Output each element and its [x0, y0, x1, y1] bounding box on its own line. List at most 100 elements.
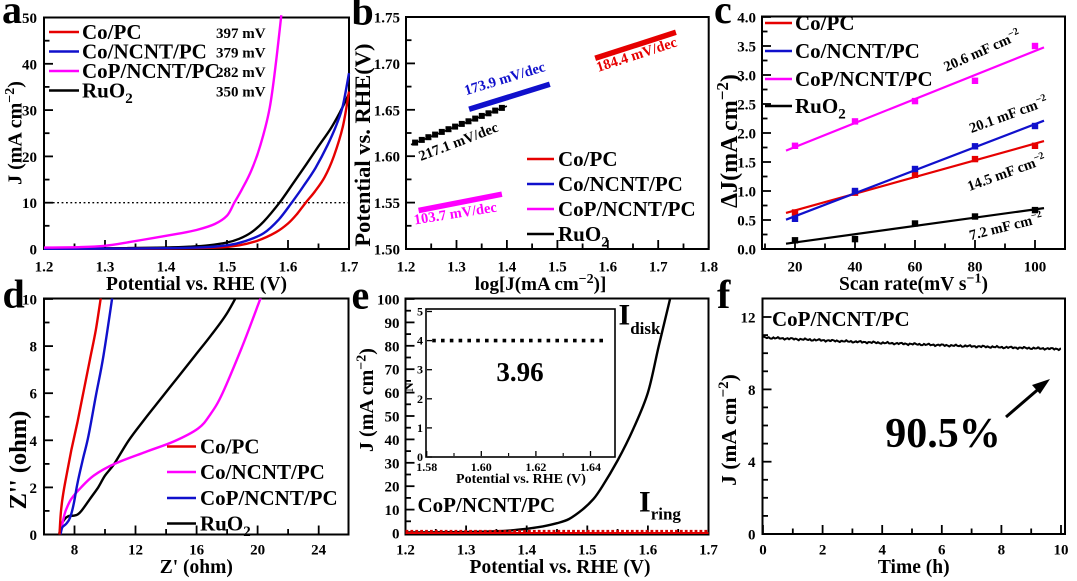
svg-text:8: 8	[998, 543, 1006, 559]
svg-text:80: 80	[968, 260, 983, 276]
svg-text:0: 0	[759, 543, 767, 559]
svg-text:f: f	[717, 272, 731, 317]
svg-text:3.0: 3.0	[737, 69, 756, 85]
svg-text:RuO2: RuO2	[200, 512, 251, 541]
svg-text:1.3: 1.3	[96, 260, 115, 276]
svg-text:6: 6	[30, 387, 38, 403]
svg-text:1.4: 1.4	[157, 260, 176, 276]
svg-text:4: 4	[30, 434, 38, 450]
svg-text:20: 20	[250, 543, 265, 559]
svg-text:Potential vs. RHE (V): Potential vs. RHE (V)	[456, 472, 586, 487]
svg-text:8: 8	[748, 383, 756, 399]
svg-text:1.65: 1.65	[374, 103, 400, 119]
svg-text:4.0: 4.0	[737, 11, 756, 27]
svg-text:30: 30	[385, 456, 400, 472]
svg-text:J (mA cm−2): J (mA cm−2)	[716, 374, 741, 486]
svg-text:5: 5	[417, 305, 423, 319]
svg-text:1.7: 1.7	[649, 260, 668, 276]
svg-text:397 mV: 397 mV	[216, 26, 266, 42]
svg-text:3.96: 3.96	[496, 357, 543, 387]
svg-text:1: 1	[417, 421, 423, 435]
svg-text:0: 0	[30, 528, 38, 544]
svg-text:c: c	[714, 0, 732, 32]
svg-text:40: 40	[848, 260, 863, 276]
svg-text:J (mA cm−2): J (mA cm−2)	[354, 348, 378, 452]
svg-text:b: b	[352, 0, 374, 34]
svg-text:Potential vs. RHE (V): Potential vs. RHE (V)	[106, 274, 287, 295]
svg-text:379 mV: 379 mV	[216, 46, 266, 62]
svg-text:1.4: 1.4	[498, 260, 517, 276]
svg-text:CoP/NCNT/PC: CoP/NCNT/PC	[772, 307, 910, 331]
svg-text:Co/NCNT/PC: Co/NCNT/PC	[82, 40, 207, 64]
svg-text:90.5%: 90.5%	[885, 411, 1001, 457]
svg-text:1.50: 1.50	[374, 243, 400, 259]
svg-text:1.2: 1.2	[35, 260, 54, 276]
svg-text:350 mV: 350 mV	[216, 85, 266, 101]
svg-text:1.2: 1.2	[396, 543, 415, 559]
svg-text:1.64: 1.64	[580, 460, 601, 474]
svg-text:CoP/NCNT/PC: CoP/NCNT/PC	[795, 67, 933, 91]
svg-text:40: 40	[385, 433, 400, 449]
svg-text:1.7: 1.7	[340, 260, 359, 276]
svg-text:0.5: 0.5	[737, 214, 756, 230]
svg-text:0: 0	[417, 450, 423, 464]
svg-text:Co/PC: Co/PC	[795, 11, 855, 35]
svg-text:Potential vs. RHE (V): Potential vs. RHE (V)	[470, 557, 651, 578]
svg-text:10: 10	[385, 503, 400, 519]
svg-text:6: 6	[938, 543, 946, 559]
svg-text:4: 4	[748, 455, 756, 471]
svg-text:1.60: 1.60	[374, 150, 400, 166]
svg-text:100: 100	[377, 293, 400, 309]
svg-text:20: 20	[788, 260, 803, 276]
svg-text:Time (h): Time (h)	[878, 557, 950, 578]
svg-text:4: 4	[878, 543, 886, 559]
svg-text:1.2: 1.2	[397, 260, 416, 276]
svg-text:2.5: 2.5	[737, 98, 756, 114]
svg-text:1.5: 1.5	[737, 156, 756, 172]
svg-text:1.5: 1.5	[578, 543, 597, 559]
svg-text:40: 40	[22, 57, 37, 73]
svg-text:CoP/NCNT/PC: CoP/NCNT/PC	[82, 59, 220, 83]
svg-text:e: e	[352, 273, 370, 318]
svg-text:0: 0	[30, 243, 38, 259]
svg-text:20: 20	[385, 480, 400, 496]
svg-text:1.3: 1.3	[447, 260, 466, 276]
svg-text:3.5: 3.5	[737, 40, 756, 56]
svg-text:1.7: 1.7	[699, 543, 718, 559]
svg-text:20: 20	[22, 150, 37, 166]
svg-text:Potential vs. RHE(V): Potential vs. RHE(V)	[350, 43, 375, 246]
svg-text:100: 100	[1024, 260, 1047, 276]
svg-text:1.5: 1.5	[548, 260, 567, 276]
svg-text:10: 10	[22, 196, 37, 212]
svg-text:24: 24	[311, 543, 327, 559]
svg-text:Scan rate(mV s−1): Scan rate(mV s−1)	[839, 272, 988, 295]
svg-text:RuO2: RuO2	[795, 94, 846, 123]
svg-text:Z'' (ohm): Z'' (ohm)	[5, 411, 32, 510]
svg-text:60: 60	[908, 260, 923, 276]
svg-text:J (mA cm−2): J (mA cm−2)	[3, 81, 27, 185]
svg-text:0: 0	[748, 528, 756, 544]
svg-text:1.6: 1.6	[639, 543, 658, 559]
svg-text:2.0: 2.0	[737, 127, 756, 143]
svg-text:0: 0	[392, 527, 400, 543]
svg-text:8: 8	[71, 543, 79, 559]
svg-text:1.60: 1.60	[471, 460, 492, 474]
svg-text:Co/NCNT/PC: Co/NCNT/PC	[200, 460, 325, 484]
svg-text:Co/PC: Co/PC	[200, 435, 260, 459]
svg-text:Co/NCNT/PC: Co/NCNT/PC	[795, 39, 920, 63]
svg-text:1.4: 1.4	[517, 543, 536, 559]
svg-text:2: 2	[417, 392, 423, 406]
svg-text:2: 2	[30, 481, 38, 497]
svg-text:d: d	[3, 272, 25, 317]
svg-text:16: 16	[189, 543, 205, 559]
svg-text:1.0: 1.0	[737, 185, 756, 201]
svg-text:30: 30	[22, 104, 37, 120]
svg-text:RuO2: RuO2	[82, 79, 133, 108]
svg-text:282 mV: 282 mV	[216, 65, 266, 81]
svg-text:60: 60	[385, 386, 400, 402]
svg-text:12: 12	[128, 543, 143, 559]
svg-text:3: 3	[417, 363, 423, 377]
svg-text:4: 4	[417, 334, 423, 348]
svg-text:12: 12	[741, 311, 756, 327]
svg-text:8: 8	[30, 340, 38, 356]
